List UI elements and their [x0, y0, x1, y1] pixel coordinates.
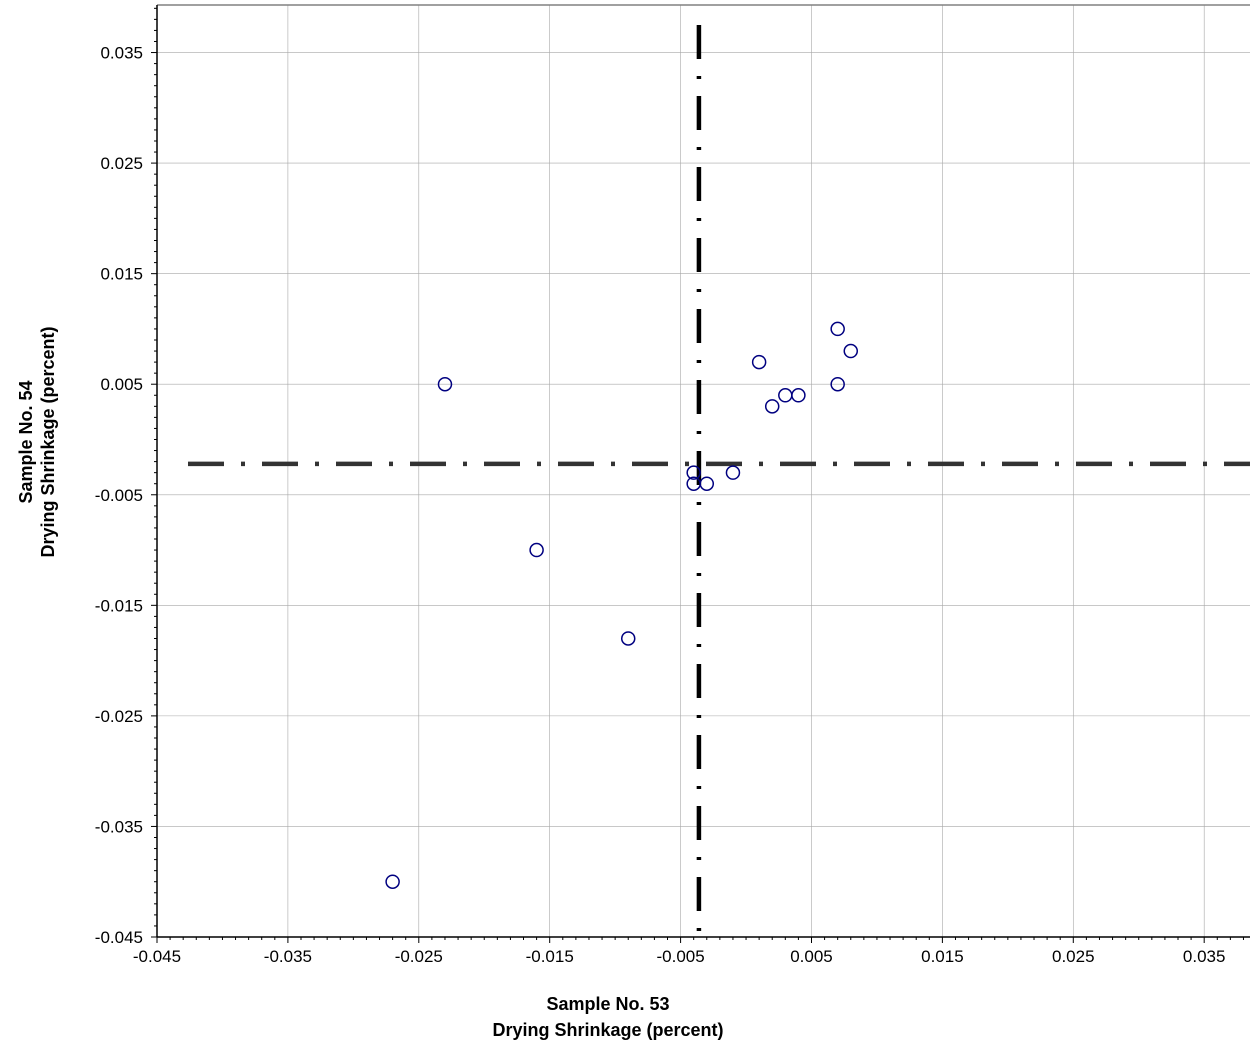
- data-points: [385, 321, 859, 889]
- y-tick-label: -0.035: [95, 817, 143, 836]
- scatter-point: [699, 476, 715, 491]
- x-axis-ticks: -0.045 -0.035 -0.025 -0.015 -0.005 0.005 0.015…: [133, 937, 1244, 966]
- scatter-point: [843, 343, 859, 359]
- y-axis-ticks: -0.045 -0.035 -0.025 -0.015 -0.005 0.005 0.015…: [95, 7, 157, 947]
- x-tick-label: -0.005: [656, 947, 704, 966]
- axis-titles: Sample No. 53 Drying Shrinkage (percent)…: [16, 326, 724, 1040]
- x-axis-title-line2: Drying Shrinkage (percent): [492, 1020, 723, 1040]
- scatter-point: [751, 354, 767, 370]
- scatter-point: [437, 376, 453, 392]
- grid-lines: [157, 5, 1250, 937]
- y-tick-label: 0.035: [100, 44, 143, 63]
- y-axis-title-line1: Sample No. 54: [16, 380, 36, 503]
- scatter-point: [725, 465, 741, 480]
- x-tick-label: -0.025: [395, 947, 443, 966]
- y-tick-label: 0.025: [100, 154, 143, 173]
- y-tick-label: -0.025: [95, 707, 143, 726]
- x-tick-label: 0.015: [921, 947, 964, 966]
- reference-lines: [188, 25, 1250, 937]
- scatter-point: [791, 388, 806, 403]
- scatter-point: [529, 542, 544, 558]
- y-tick-label: -0.005: [95, 486, 143, 505]
- scatter-point: [385, 874, 400, 889]
- scatter-point: [830, 321, 845, 337]
- scatter-point: [778, 388, 793, 403]
- y-tick-label: 0.015: [100, 265, 143, 284]
- plot-frame: [156, 4, 1250, 938]
- scatter-point: [764, 399, 780, 414]
- y-tick-label: 0.005: [100, 375, 143, 394]
- scatter-point: [620, 631, 636, 646]
- x-tick-label: 0.035: [1183, 947, 1226, 966]
- x-tick-label: 0.025: [1052, 947, 1095, 966]
- y-axis-title-line2: Drying Shrinkage (percent): [38, 326, 58, 557]
- x-tick-label: -0.035: [264, 947, 312, 966]
- x-tick-label: -0.015: [526, 947, 574, 966]
- scatter-point: [686, 465, 701, 480]
- y-tick-label: -0.045: [95, 928, 143, 947]
- x-axis-title-line1: Sample No. 53: [546, 994, 669, 1014]
- y-tick-label: -0.015: [95, 596, 143, 615]
- scatter-point: [830, 376, 845, 392]
- x-tick-label: -0.045: [133, 947, 181, 966]
- x-tick-label: 0.005: [790, 947, 833, 966]
